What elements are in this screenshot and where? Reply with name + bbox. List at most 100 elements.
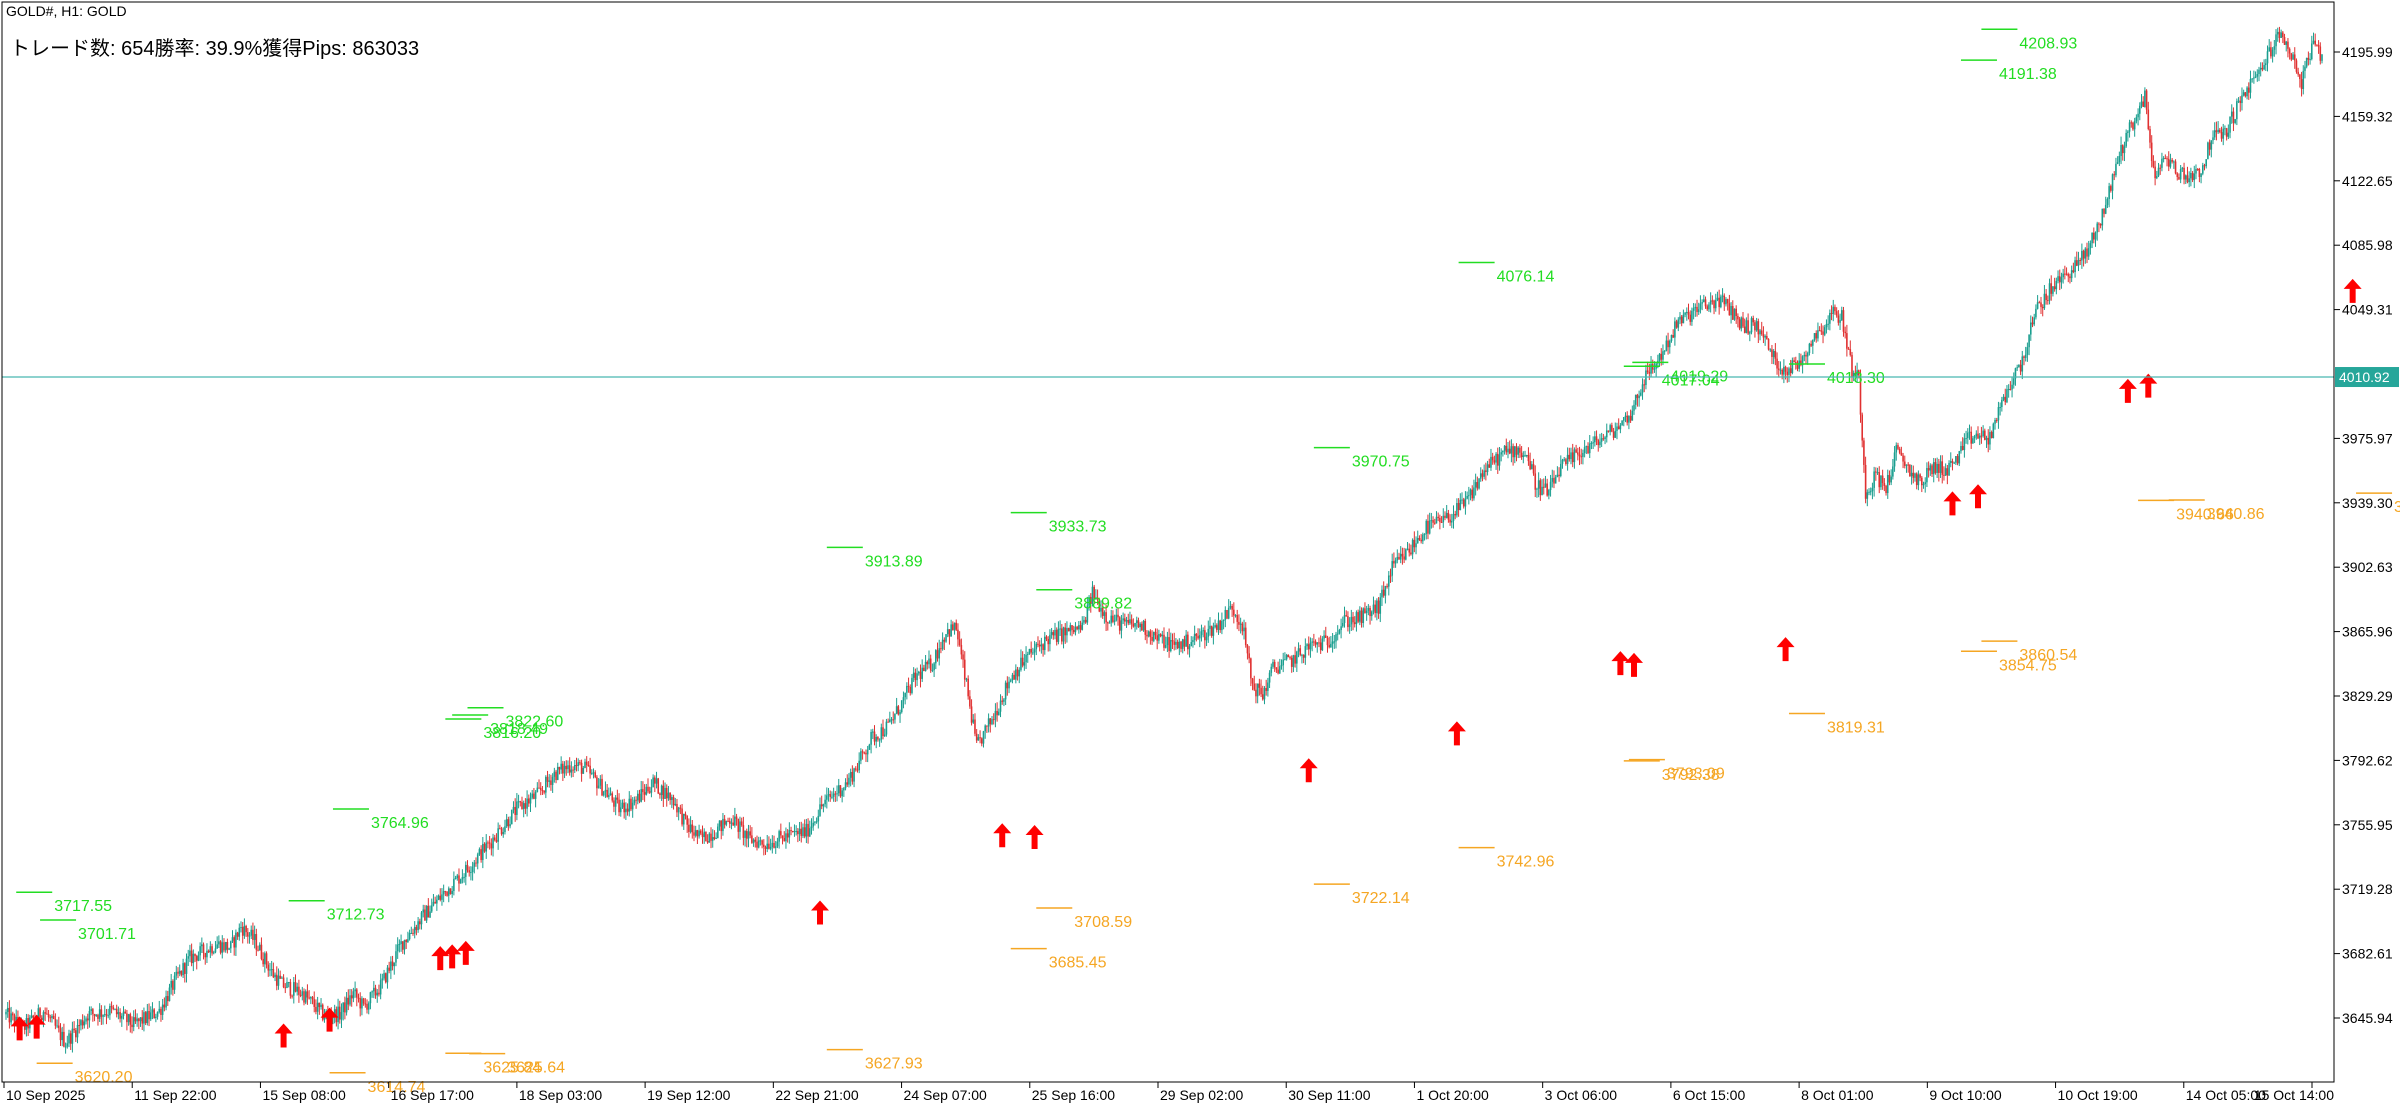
candle-body bbox=[2033, 317, 2036, 325]
candle-body bbox=[2106, 198, 2109, 205]
candle-body bbox=[473, 862, 476, 867]
candle-body bbox=[1052, 632, 1055, 636]
candle-body bbox=[279, 975, 281, 979]
candle-body bbox=[1340, 626, 1342, 631]
candle-body bbox=[1267, 682, 1269, 691]
candle-body bbox=[924, 661, 927, 672]
candle-body bbox=[1130, 619, 1133, 624]
candle-body bbox=[1868, 491, 1870, 493]
candle-body bbox=[1411, 539, 1414, 555]
candle-body bbox=[958, 639, 961, 645]
candle-body bbox=[1604, 437, 1606, 440]
candle-body bbox=[85, 1018, 87, 1022]
candle-body bbox=[1415, 543, 1417, 548]
candle-body bbox=[126, 1013, 128, 1023]
candle-body bbox=[1372, 604, 1375, 612]
candle-body bbox=[446, 891, 448, 896]
candle-body bbox=[1834, 306, 1836, 312]
candle-body bbox=[1088, 597, 1090, 606]
candle-body bbox=[75, 1030, 77, 1038]
candle-body bbox=[1995, 420, 1998, 422]
candle-body bbox=[1035, 643, 1038, 650]
candle-body bbox=[2321, 54, 2323, 61]
candle-body bbox=[866, 749, 869, 755]
candle-body bbox=[897, 706, 900, 715]
candle-body bbox=[1607, 430, 1610, 432]
candle-body bbox=[437, 895, 440, 900]
candle-body bbox=[2026, 347, 2029, 355]
candle-body bbox=[13, 1015, 16, 1026]
candle-body bbox=[943, 639, 946, 642]
candle-body bbox=[235, 932, 237, 948]
candle-body bbox=[1965, 438, 1967, 440]
candle-body bbox=[453, 878, 455, 891]
candle-body bbox=[495, 840, 498, 842]
candle-body bbox=[1858, 370, 1860, 376]
candle-body bbox=[1125, 619, 1128, 622]
candle-body bbox=[849, 771, 852, 778]
candle-body bbox=[785, 833, 787, 842]
candle-body bbox=[51, 1015, 53, 1019]
candle-body bbox=[1827, 323, 1829, 325]
candle-body bbox=[1454, 513, 1457, 516]
candle-body bbox=[1805, 354, 1807, 357]
candle-body bbox=[706, 841, 709, 843]
candle-body bbox=[1990, 432, 1993, 438]
candle-body bbox=[432, 901, 435, 906]
candle-body bbox=[1304, 646, 1307, 658]
candle-body bbox=[757, 840, 760, 848]
candle-body bbox=[1631, 410, 1634, 421]
candle-body bbox=[596, 777, 598, 789]
candle-body bbox=[1277, 669, 1279, 674]
candle-body bbox=[131, 1024, 133, 1028]
candle-body bbox=[926, 661, 929, 665]
candle-body bbox=[1849, 349, 1852, 355]
candle-body bbox=[468, 870, 470, 873]
candle-body bbox=[1089, 597, 1092, 604]
candle-body bbox=[2310, 43, 2313, 60]
time-axis: 10 Sep 2025 11 Sep 22:00 15 Sep 08:00 16 Se… bbox=[3, 1082, 2334, 1103]
candle-body bbox=[185, 958, 188, 974]
candle-body bbox=[548, 780, 551, 782]
candle-body bbox=[1101, 607, 1104, 616]
candle-body bbox=[882, 727, 884, 737]
candle-body bbox=[2156, 176, 2158, 179]
candle-body bbox=[1897, 445, 1899, 449]
candle-body bbox=[229, 941, 232, 949]
candle-body bbox=[1595, 436, 1598, 441]
candle-body bbox=[1559, 463, 1562, 476]
candle-body bbox=[2130, 122, 2133, 124]
candle-body bbox=[854, 768, 857, 770]
candle-body bbox=[373, 987, 375, 992]
candle-body bbox=[2179, 168, 2182, 180]
sl-level-label: 3627.93 bbox=[865, 1056, 923, 1073]
candle-body bbox=[1120, 620, 1123, 631]
candle-body bbox=[2183, 167, 2185, 180]
candle-body bbox=[2210, 140, 2213, 150]
candle-body bbox=[1927, 468, 1930, 471]
candle-body bbox=[982, 731, 985, 744]
candle-body bbox=[252, 929, 254, 940]
candle-body bbox=[568, 765, 571, 773]
candle-body bbox=[1013, 674, 1015, 680]
candle-body bbox=[2036, 302, 2039, 309]
candle-body bbox=[2149, 129, 2151, 143]
candle-body bbox=[921, 667, 923, 679]
candle-body bbox=[316, 1002, 319, 1012]
candle-body bbox=[1215, 625, 1218, 630]
candle-body bbox=[1219, 620, 1221, 631]
candle-body bbox=[2067, 274, 2070, 277]
candle-body bbox=[619, 807, 622, 813]
candle-body bbox=[2225, 128, 2228, 137]
candle-body bbox=[2227, 132, 2230, 137]
candle-body bbox=[138, 1018, 140, 1022]
candle-body bbox=[1367, 607, 1370, 611]
candle-body bbox=[589, 765, 591, 774]
candle-body bbox=[512, 806, 515, 810]
candle-body bbox=[1311, 641, 1313, 643]
candle-body bbox=[1749, 332, 1751, 334]
candle-body bbox=[25, 1018, 28, 1030]
candle-body bbox=[1694, 306, 1697, 309]
